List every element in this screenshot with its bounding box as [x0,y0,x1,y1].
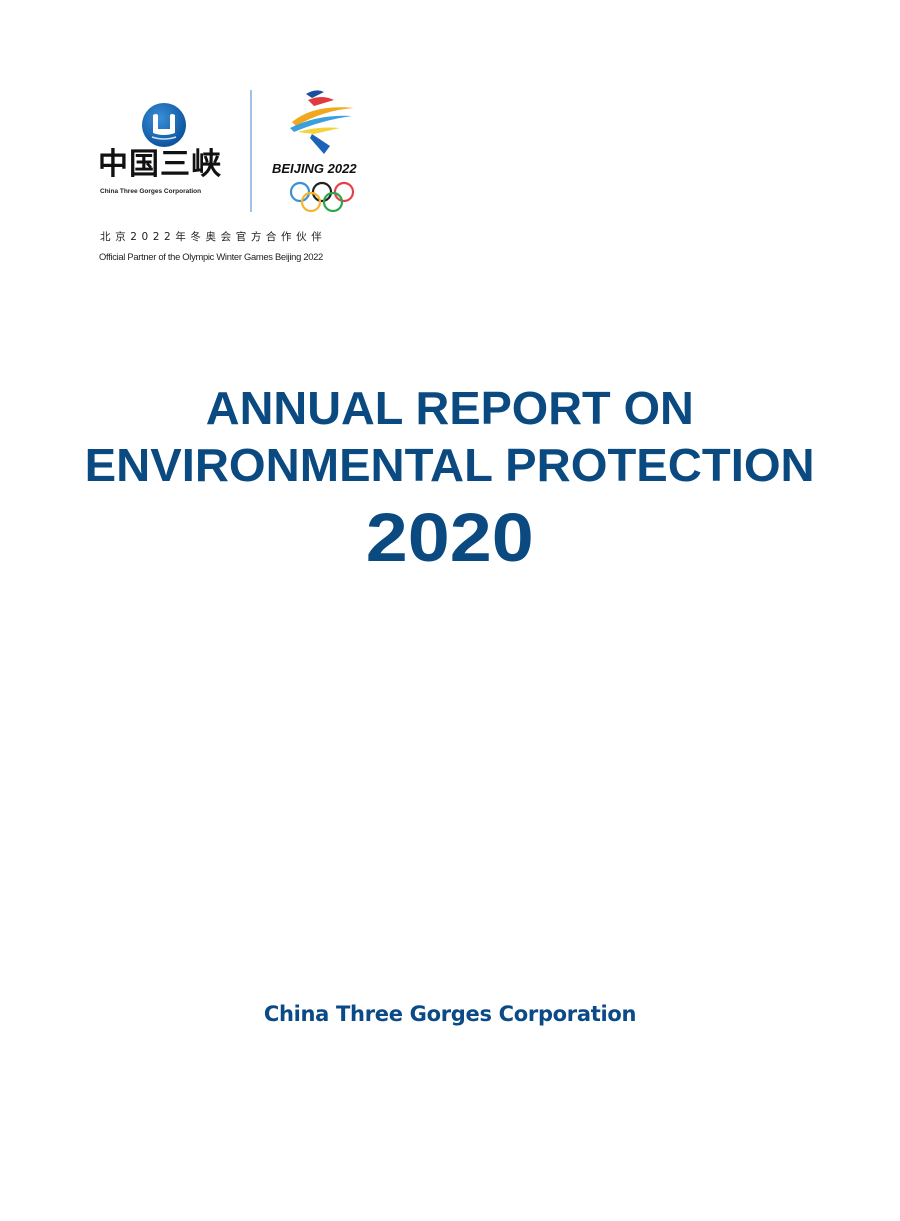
partner-english-text: Official Partner of the Olympic Winter G… [99,251,323,262]
beijing-2022-wordmark: BEIJING 2022 [272,161,357,176]
title-line-2-row: ENVIRONMENTAL PROTECTION [0,440,900,490]
beijing-2022-emblem-icon [290,90,354,154]
title-year-row: 2020 [0,502,900,574]
olympic-rings-icon [289,181,355,213]
ctg-chinese-name: 中国三峡 [98,147,222,182]
logo-divider [250,90,252,212]
ctg-logo-icon [142,103,186,147]
title-line-1-row: ANNUAL REPORT ON [0,383,900,433]
title-line-1: ANNUAL REPORT ON [205,382,694,434]
partner-chinese-text: 北京2022年冬奥会官方合作伙伴 [100,231,327,243]
title-year: 2020 [366,499,534,576]
title-line-2: ENVIRONMENTAL PROTECTION [84,439,815,491]
ctg-english-name: China Three Gorges Corporation [100,188,202,195]
footer-company-name: China Three Gorges Corporation [263,1002,637,1026]
